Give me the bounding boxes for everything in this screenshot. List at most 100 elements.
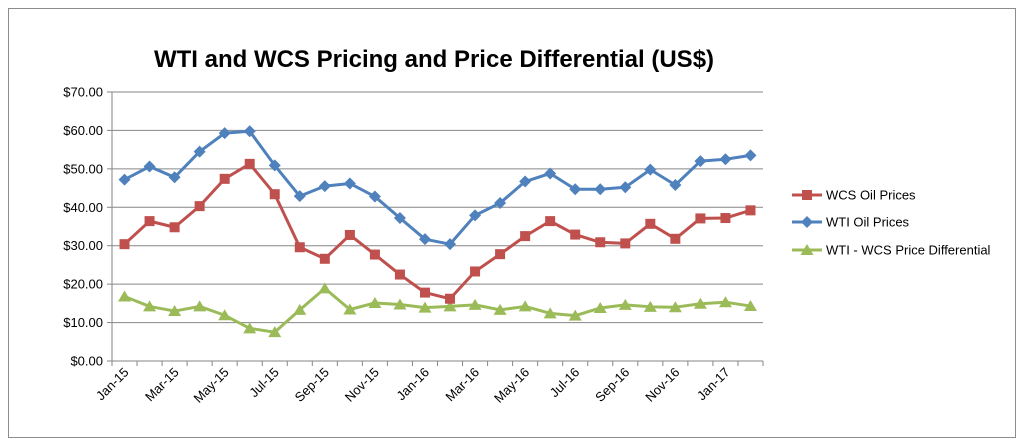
legend-label: WTI - WCS Price Differential bbox=[826, 243, 991, 258]
x-axis-ticks: Jan-15 Mar-15 May-15 Jul-15 Sep-15 Nov-15 Jan-… bbox=[93, 365, 733, 406]
series-wcs-oil-prices bbox=[119, 158, 756, 304]
data-point bbox=[318, 180, 331, 193]
y-axis-ticks: $0.00 $10.00 $20.00 $30.00 $40.00 $50.00 $60.0… bbox=[63, 85, 103, 369]
data-point bbox=[695, 213, 706, 224]
data-point bbox=[569, 183, 582, 196]
x-tick-label: Jan-17 bbox=[694, 365, 733, 404]
legend-label: WTI Oil Prices bbox=[826, 215, 910, 230]
data-point bbox=[368, 190, 381, 203]
legend: WCS Oil Prices WTI Oil Prices WTI - WCS Pr… bbox=[792, 188, 991, 258]
y-tick-label: $40.00 bbox=[63, 200, 103, 215]
data-point bbox=[468, 298, 482, 310]
data-point bbox=[143, 300, 157, 312]
data-point bbox=[519, 175, 532, 188]
data-point bbox=[268, 326, 282, 338]
data-point bbox=[118, 173, 131, 186]
data-point bbox=[418, 233, 431, 246]
series-wti-oil-prices bbox=[118, 125, 757, 251]
data-point bbox=[720, 213, 731, 224]
data-point bbox=[518, 300, 532, 312]
legend-marker bbox=[802, 190, 812, 200]
series-group bbox=[118, 125, 757, 338]
data-point bbox=[444, 238, 457, 251]
data-point bbox=[244, 158, 255, 169]
data-point bbox=[743, 300, 757, 312]
data-point bbox=[293, 303, 307, 315]
y-tick-label: $10.00 bbox=[63, 315, 103, 330]
data-point bbox=[343, 303, 357, 315]
data-point bbox=[193, 145, 206, 158]
y-tick-label: $30.00 bbox=[63, 238, 103, 253]
data-point bbox=[294, 242, 305, 253]
x-tick-label: May-15 bbox=[191, 365, 232, 406]
data-point bbox=[545, 216, 556, 227]
y-tick-label: $60.00 bbox=[63, 123, 103, 138]
data-point bbox=[318, 282, 332, 294]
data-point bbox=[268, 159, 281, 172]
data-point bbox=[368, 296, 382, 308]
legend-item: WTI Oil Prices bbox=[792, 215, 910, 230]
data-point bbox=[619, 181, 632, 194]
data-point bbox=[394, 269, 405, 280]
data-point bbox=[418, 301, 432, 313]
chart-title: WTI and WCS Pricing and Price Differenti… bbox=[154, 46, 714, 73]
data-point bbox=[645, 218, 656, 229]
data-point bbox=[570, 229, 581, 240]
data-point bbox=[694, 155, 707, 168]
data-point bbox=[618, 298, 632, 310]
data-point bbox=[595, 237, 606, 248]
data-point bbox=[719, 153, 732, 166]
data-point bbox=[620, 238, 631, 249]
x-tick-label: Jul-15 bbox=[246, 365, 282, 401]
legend-item: WTI - WCS Price Differential bbox=[792, 243, 991, 258]
data-point bbox=[543, 307, 557, 319]
x-tick-label: Jul-16 bbox=[547, 365, 583, 401]
data-point bbox=[669, 178, 682, 191]
legend-marker bbox=[801, 216, 813, 228]
data-point bbox=[393, 212, 406, 225]
data-point bbox=[568, 309, 582, 321]
data-point bbox=[144, 216, 155, 227]
data-point bbox=[243, 322, 257, 334]
axes bbox=[107, 91, 764, 366]
data-point bbox=[168, 171, 181, 184]
data-point bbox=[319, 253, 330, 264]
x-tick-label: Nov-16 bbox=[642, 365, 682, 405]
data-point bbox=[670, 233, 681, 244]
data-point bbox=[644, 163, 657, 176]
x-tick-label: Jan-16 bbox=[393, 365, 432, 404]
data-point bbox=[494, 197, 507, 210]
data-point bbox=[419, 287, 430, 298]
y-tick-label: $0.00 bbox=[70, 354, 103, 369]
data-point bbox=[668, 301, 682, 313]
data-point bbox=[744, 149, 757, 162]
data-point bbox=[469, 209, 482, 222]
data-point bbox=[745, 205, 756, 216]
data-point bbox=[445, 293, 456, 304]
data-point bbox=[520, 231, 531, 242]
y-tick-label: $50.00 bbox=[63, 161, 103, 176]
data-point bbox=[443, 300, 457, 312]
data-point bbox=[193, 300, 207, 312]
data-point bbox=[544, 167, 557, 180]
data-point bbox=[593, 301, 607, 313]
data-point bbox=[169, 222, 180, 233]
data-point bbox=[143, 160, 156, 173]
x-tick-label: Mar-15 bbox=[142, 365, 182, 405]
y-tick-label: $20.00 bbox=[63, 277, 103, 292]
x-tick-label: Sep-16 bbox=[592, 365, 632, 405]
data-point bbox=[119, 239, 130, 250]
data-point bbox=[493, 303, 507, 315]
data-point bbox=[344, 229, 355, 240]
series-line bbox=[123, 162, 751, 301]
x-tick-label: Jan-15 bbox=[93, 365, 132, 404]
data-point bbox=[343, 177, 356, 190]
data-point bbox=[218, 127, 231, 140]
data-point bbox=[293, 190, 306, 203]
data-point bbox=[118, 290, 132, 302]
x-tick-label: Sep-15 bbox=[292, 365, 332, 405]
data-point bbox=[219, 173, 230, 184]
data-point bbox=[393, 298, 407, 310]
data-point bbox=[495, 249, 506, 260]
data-point bbox=[194, 201, 205, 212]
